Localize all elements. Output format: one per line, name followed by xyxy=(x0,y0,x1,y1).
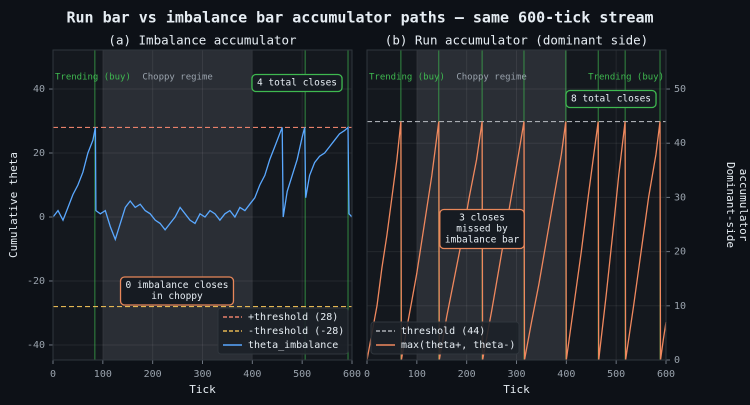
regime-region xyxy=(367,50,417,360)
annotation-text: 8 total closes xyxy=(571,94,651,105)
y-tick-label: 40 xyxy=(33,84,45,95)
legend: +threshold (28) -threshold (-28) theta_imb… xyxy=(217,307,349,355)
y-tick-label: 20 xyxy=(33,148,45,159)
panel-title: (a) Imbalance accumulator xyxy=(108,33,297,48)
y-tick-label: 0 xyxy=(674,355,680,366)
x-tick-label: 600 xyxy=(657,369,675,380)
region-label: Choppy regime xyxy=(456,73,526,83)
y-tick-label: 20 xyxy=(674,247,686,258)
x-tick-label: 100 xyxy=(408,369,426,380)
region-label: Trending (buy) xyxy=(55,73,131,83)
legend-box xyxy=(370,321,520,355)
region-label: Trending (buy) xyxy=(369,73,445,83)
x-tick-label: 300 xyxy=(193,369,211,380)
panel: 0 100 200 300 400 500 600 -40 -20 0 20 40 Trending (… xyxy=(7,33,361,397)
x-tick-label: 300 xyxy=(507,369,525,380)
y-tick-label: -40 xyxy=(27,340,45,351)
y-axis-label: accumulator xyxy=(737,169,750,242)
annotation-box xyxy=(565,89,657,109)
annotation-box xyxy=(119,276,235,306)
region-label: Trending (buy) xyxy=(588,73,664,83)
annotation-box xyxy=(251,73,343,93)
annotation-box xyxy=(439,208,525,250)
x-tick-label: 200 xyxy=(458,369,476,380)
x-tick-label: 400 xyxy=(243,369,261,380)
annotation-text: 0 imbalance closes xyxy=(126,280,229,291)
y-tick-label: -20 xyxy=(27,276,45,287)
panel-title: (b) Run accumulator (dominant side) xyxy=(385,33,648,48)
annotation-text: 3 closes xyxy=(459,213,505,224)
x-tick-label: 200 xyxy=(144,369,162,380)
plot-frame xyxy=(366,49,667,361)
y-tick-label: 30 xyxy=(674,192,686,203)
y-tick-label: 40 xyxy=(674,138,686,149)
y-axis-label: Dominant-side xyxy=(724,162,737,248)
x-tick-label: 100 xyxy=(94,369,112,380)
x-tick-label: 600 xyxy=(343,369,361,380)
x-tick-label: 0 xyxy=(364,369,370,380)
x-axis-label: Tick xyxy=(189,383,216,396)
panel: 0 100 200 300 400 500 600 0 10 20 30 40 50 Trending (… xyxy=(364,33,750,397)
annotation-text: missed by xyxy=(456,224,508,235)
y-tick-label: 10 xyxy=(674,301,686,312)
y-axis-label: Cumulative theta xyxy=(7,152,20,258)
series-line xyxy=(52,125,353,242)
y-tick-label: 0 xyxy=(39,212,45,223)
annotation-text: in choppy xyxy=(151,291,203,302)
legend-box xyxy=(217,307,349,355)
legend-label: max(theta+, theta-) xyxy=(401,340,515,351)
legend-label: +threshold (28) xyxy=(248,312,338,323)
legend-label: theta_imbalance xyxy=(248,340,338,351)
legend-label: threshold (44) xyxy=(401,326,485,337)
y-tick-label: 50 xyxy=(674,84,686,95)
plot-frame xyxy=(52,49,353,361)
x-tick-label: 0 xyxy=(50,369,56,380)
x-axis-label: Tick xyxy=(503,383,530,396)
annotation-text: imbalance bar xyxy=(445,235,520,246)
annotation-text: 4 total closes xyxy=(257,78,337,89)
annotation: 4 total closes xyxy=(251,73,343,93)
annotation: 8 total closes xyxy=(565,89,657,109)
figure-title: Run bar vs imbalance bar accumulator pat… xyxy=(67,9,654,27)
x-tick-label: 400 xyxy=(557,369,575,380)
legend-label: -threshold (-28) xyxy=(248,326,344,337)
x-tick-label: 500 xyxy=(293,369,311,380)
region-label: Choppy regime xyxy=(142,73,212,83)
legend: threshold (44) max(theta+, theta-) xyxy=(370,321,520,355)
x-tick-label: 500 xyxy=(607,369,625,380)
